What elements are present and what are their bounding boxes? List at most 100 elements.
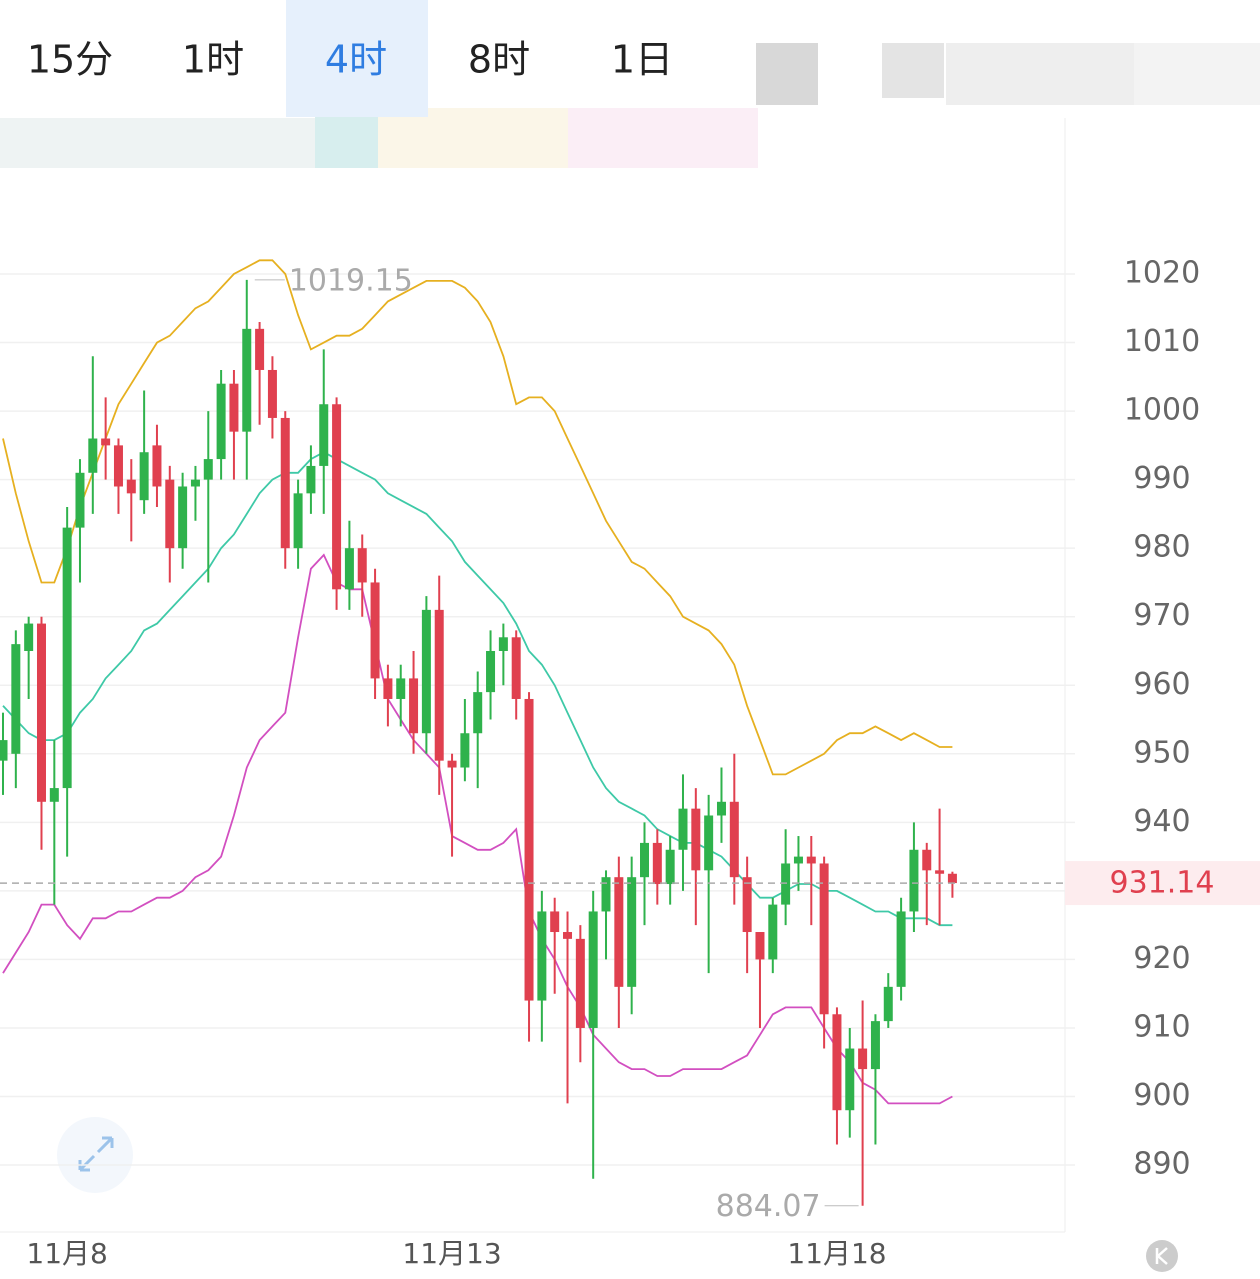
candle-body bbox=[332, 404, 342, 590]
y-tick-label: 990 bbox=[1133, 461, 1190, 496]
candle-body bbox=[588, 911, 598, 1028]
candle-body bbox=[344, 548, 354, 590]
candle-body bbox=[370, 582, 380, 679]
y-tick-label: 920 bbox=[1133, 941, 1190, 976]
candle-body bbox=[935, 870, 945, 874]
candle-body bbox=[768, 904, 778, 960]
candle-body bbox=[793, 856, 803, 864]
x-tick-label: 11月18 bbox=[787, 1237, 886, 1270]
candle-body bbox=[601, 877, 611, 912]
candle-body bbox=[832, 1014, 842, 1111]
k-icon-bg[interactable] bbox=[1146, 1240, 1178, 1272]
candle-body bbox=[242, 328, 252, 432]
candle-body bbox=[473, 692, 483, 734]
candle-body bbox=[575, 938, 585, 1028]
k-button[interactable] bbox=[1146, 1240, 1178, 1272]
candle-body bbox=[716, 801, 726, 816]
blur-strip bbox=[378, 108, 568, 168]
candle-body bbox=[319, 404, 329, 466]
candle-body bbox=[447, 760, 457, 768]
candle-body bbox=[216, 383, 226, 460]
candle-body bbox=[409, 678, 419, 734]
candle-body bbox=[640, 842, 649, 878]
candle-body bbox=[511, 637, 521, 699]
candle-body bbox=[524, 698, 534, 1001]
candle-body bbox=[652, 842, 662, 885]
candle-body bbox=[806, 856, 816, 864]
y-tick-label: 960 bbox=[1133, 667, 1190, 702]
blurred-header bbox=[0, 43, 1260, 168]
candle-body bbox=[691, 808, 701, 871]
candle-body bbox=[101, 438, 111, 446]
k-icon[interactable] bbox=[1155, 1247, 1168, 1265]
candle-body bbox=[486, 650, 496, 693]
candle-body bbox=[165, 479, 175, 549]
blur-block bbox=[882, 43, 944, 98]
candle-body bbox=[24, 623, 34, 651]
candle-body bbox=[421, 609, 431, 734]
y-tick-label: 970 bbox=[1133, 598, 1190, 633]
tab[interactable]: 15分 bbox=[27, 38, 113, 82]
y-tick-label: 950 bbox=[1133, 735, 1190, 770]
candle-body bbox=[781, 863, 791, 905]
candle-body bbox=[498, 637, 508, 651]
last-price-label: 931.14 bbox=[1110, 866, 1215, 901]
candle-body bbox=[845, 1048, 855, 1111]
band-line bbox=[2, 451, 953, 927]
y-tick-label: 890 bbox=[1133, 1147, 1190, 1182]
blur-strip bbox=[568, 108, 758, 168]
candle-body bbox=[870, 1021, 880, 1070]
y-tick-label: 900 bbox=[1133, 1078, 1190, 1113]
candle-body bbox=[229, 383, 239, 432]
candle-body bbox=[62, 527, 72, 789]
y-tick-label: 980 bbox=[1133, 530, 1190, 565]
candle-body bbox=[357, 548, 367, 583]
last-price-bg bbox=[1065, 861, 1260, 906]
candle-body bbox=[883, 986, 893, 1022]
candle-body bbox=[152, 445, 162, 487]
candle-body bbox=[88, 438, 98, 473]
candle-body bbox=[434, 609, 444, 761]
candle-body bbox=[755, 932, 765, 960]
candle-body bbox=[0, 740, 8, 761]
candle-body bbox=[947, 873, 957, 884]
candle-body bbox=[11, 644, 21, 754]
tab[interactable]: 4时 bbox=[325, 38, 387, 82]
tab[interactable]: 1日 bbox=[611, 38, 673, 82]
x-tick-label: 11月8 bbox=[26, 1237, 107, 1270]
band-line bbox=[2, 259, 953, 776]
tab-active-bg[interactable] bbox=[286, 0, 428, 117]
expand-bg[interactable] bbox=[57, 1117, 133, 1193]
band-line bbox=[2, 553, 953, 1105]
blur-strip bbox=[0, 118, 315, 168]
candle-body bbox=[614, 877, 624, 987]
y-tick-label: 1020 bbox=[1124, 256, 1200, 291]
blur-block bbox=[756, 43, 818, 105]
candle-body bbox=[819, 863, 829, 1015]
y-tick-label: 1010 bbox=[1124, 324, 1200, 359]
tab[interactable]: 8时 bbox=[468, 38, 530, 82]
candle-body bbox=[742, 877, 752, 933]
candle-body bbox=[550, 911, 560, 933]
y-tick-label: 910 bbox=[1133, 1009, 1190, 1044]
candle-body bbox=[896, 911, 906, 987]
candle-body bbox=[729, 801, 739, 878]
candle-body bbox=[139, 452, 149, 501]
tab[interactable]: 1时 bbox=[182, 38, 244, 82]
expand-button[interactable] bbox=[57, 1117, 133, 1193]
y-tick-label: 1000 bbox=[1124, 393, 1200, 428]
candle-body bbox=[665, 849, 675, 885]
candle-body bbox=[909, 849, 919, 912]
candle-body bbox=[396, 678, 406, 699]
candle-body bbox=[113, 445, 123, 487]
candle-body bbox=[255, 328, 265, 370]
candle-body bbox=[306, 465, 316, 494]
candle-body bbox=[178, 486, 188, 549]
candle-body bbox=[267, 369, 277, 418]
candle-body bbox=[627, 877, 637, 987]
candle-body bbox=[203, 459, 213, 480]
candle-body bbox=[704, 815, 714, 871]
candle-body bbox=[537, 911, 547, 1001]
